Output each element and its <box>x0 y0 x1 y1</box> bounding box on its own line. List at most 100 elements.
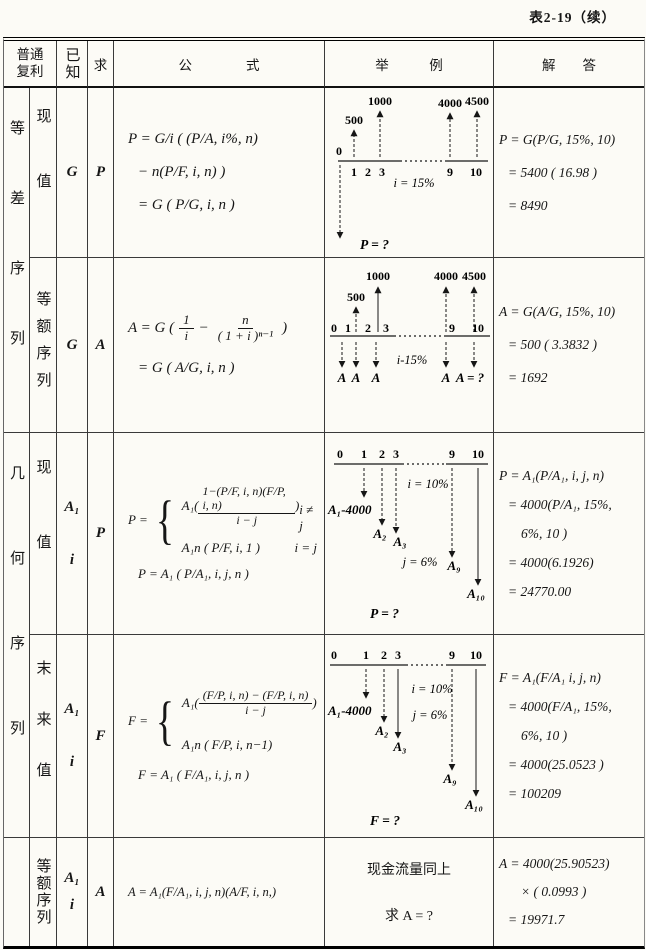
tick-9: 9 <box>449 648 455 662</box>
row3-example: 0 1 2 3 9 10 A₁-4000 A₂ A₃ i = 10% j = 6… <box>325 433 494 635</box>
tick-10: 10 <box>472 447 484 461</box>
payment-9-label: A₉ <box>446 558 461 573</box>
tick-10: 10 <box>470 648 482 662</box>
row5-subcategory: 等额序列 <box>30 838 57 946</box>
branch-prefix: A₁( <box>181 695 199 710</box>
tick-0: 0 <box>336 144 342 158</box>
annual-question: A = ? <box>455 370 485 385</box>
fraction-denominator: i − j <box>236 512 258 527</box>
interest-rate-label: i = 10% <box>407 477 448 491</box>
compound-interest-table: 普通 复利 已知 求 公 式 举 例 解 答 等差序列 几何序列 现值 G P … <box>3 37 645 949</box>
close-paren: ) <box>294 498 300 514</box>
tick-3: 3 <box>379 165 385 179</box>
answer-line: = 5400 ( 16.98 ) <box>508 164 597 180</box>
formula-line: = G ( P/G, i, n ) <box>138 197 235 213</box>
first-payment-label: A₁-4000 <box>327 502 372 517</box>
payment-9-label: A₉ <box>442 771 457 786</box>
example-question: 求 A = ? <box>385 909 433 924</box>
row3-find-value: P <box>95 525 106 541</box>
answer-line: = 1692 <box>508 370 548 385</box>
formula-prefix: A = G ( <box>128 320 175 336</box>
interest-rate-label: i = 15% <box>393 176 434 190</box>
answer-line: = 4000(P/A₁, 15%, <box>508 496 612 512</box>
growth-rate-label: j = 6% <box>411 708 448 722</box>
minus-sign: − <box>198 320 209 336</box>
header-example: 举 例 <box>325 41 494 88</box>
tick-10: 10 <box>472 321 484 335</box>
header-find-label: 求 <box>93 57 108 73</box>
formula-lead: F = <box>128 713 148 728</box>
formula-line: P = G/i ( (P/A, i%, n) <box>128 131 258 147</box>
close-paren: ) <box>312 695 317 710</box>
first-payment-label: A₁-4000 <box>327 703 372 718</box>
annual-label: A <box>441 370 451 385</box>
formula-line: A = A₁(F/A₁, i, j, n)(A/F, i, n,) <box>128 884 277 899</box>
fraction-numerator: 1−(P/F, i, n)(F/P, i, n) <box>198 484 295 514</box>
tick-3: 3 <box>393 447 399 461</box>
answer-line: = 4000(F/A₁, 15%, <box>508 699 612 714</box>
row3-subcategory: 现值 <box>30 433 57 635</box>
row5-find: A <box>88 838 114 946</box>
category-label: 几何序列 <box>8 465 24 805</box>
fraction: 1−(P/F, i, n)(F/P, i, n) i − j <box>198 484 295 527</box>
fraction-numerator: n <box>238 312 253 329</box>
answer-line: 6%, 10 ) <box>521 525 568 541</box>
header-known: 已知 <box>57 41 88 88</box>
payment-3-label: A₃ <box>392 534 406 549</box>
row5-formula: A = A₁(F/A₁, i, j, n)(A/F, i, n,) <box>114 838 325 946</box>
payment-2-label: A₂ <box>372 526 386 541</box>
row2-find: A <box>88 258 114 433</box>
row1-find-value: P <box>95 164 106 180</box>
tick-1: 1 <box>345 321 351 335</box>
row4-find: F <box>88 635 114 838</box>
header-answer-label: 解 答 <box>542 57 596 73</box>
tick-2: 2 <box>365 165 371 179</box>
condition: i ≠ j <box>299 501 314 533</box>
row3-known-value-1: A₁ <box>64 498 80 515</box>
row3-find: P <box>88 433 114 635</box>
answer-line: A = 4000(25.90523) <box>499 856 610 871</box>
cashflow-1000: 1000 <box>368 94 392 108</box>
piecewise-brace: { <box>155 690 175 751</box>
answer-line: = 100209 <box>508 786 561 801</box>
tick-3: 3 <box>383 321 389 335</box>
row1-example: 0 1 2 3 9 10 i = 15% 500 1000 4000 4500 … <box>325 88 494 258</box>
tick-3: 3 <box>395 648 401 662</box>
annual-label: A <box>351 370 361 385</box>
row1-known: G <box>57 88 88 258</box>
branch-expression: A₁n ( P/F, i, 1 ) <box>181 539 260 555</box>
close-paren: ) <box>282 320 288 336</box>
category-empty <box>4 838 30 946</box>
formula-line: P = A₁ ( P/A₁, i, j, n ) <box>138 565 249 581</box>
cashflow-500: 500 <box>347 290 365 304</box>
row5-known-value-1: A₁ <box>64 870 80 886</box>
answer-line: P = G(P/G, 15%, 10) <box>499 131 616 147</box>
tick-9: 9 <box>447 165 453 179</box>
row1-formula: P = G/i ( (P/A, i%, n) − n(P/F, i, n) ) … <box>114 88 325 258</box>
annual-label: A <box>371 370 381 385</box>
growth-rate-label: j = 6% <box>401 555 438 569</box>
fraction: n ( 1 + i )ⁿ⁻¹ <box>214 312 277 344</box>
header-ordinary-compound-interest: 普通 复利 <box>4 41 57 88</box>
row3-known: A₁ i <box>57 433 88 635</box>
header-example-label: 举 例 <box>375 57 443 73</box>
row2-answer: A = G(A/G, 15%, 10) = 500 ( 3.3832 ) = 1… <box>494 258 644 433</box>
answer-line: = 8490 <box>508 197 548 213</box>
answer-line: P = A₁(P/A₁, i, j, n) <box>499 467 604 483</box>
row1-answer: P = G(P/G, 15%, 10) = 5400 ( 16.98 ) = 8… <box>494 88 644 258</box>
header-find: 求 <box>88 41 114 88</box>
row4-example: 0 1 2 3 9 10 A₁-4000 A₂ A₃ i = 10% j = 6… <box>325 635 494 838</box>
fraction: 1 i <box>179 312 194 344</box>
interest-rate-label: i = 10% <box>411 682 452 696</box>
row5-known-value-2: i <box>69 897 75 913</box>
payment-10-label: A₁₀ <box>464 797 483 812</box>
tick-0: 0 <box>337 447 343 461</box>
row4-formula: F = { A₁( (F/P, i, n) − (F/P, i, n) i − … <box>114 635 325 838</box>
cashflow-4500: 4500 <box>465 94 489 108</box>
row2-known: G <box>57 258 88 433</box>
row4-known-value-2: i <box>69 754 75 770</box>
tick-9: 9 <box>449 447 455 461</box>
row4-subcategory: 末来值 <box>30 635 57 838</box>
cashflow-4500: 4500 <box>462 269 486 283</box>
answer-line: = 4000(6.1926) <box>508 554 594 570</box>
